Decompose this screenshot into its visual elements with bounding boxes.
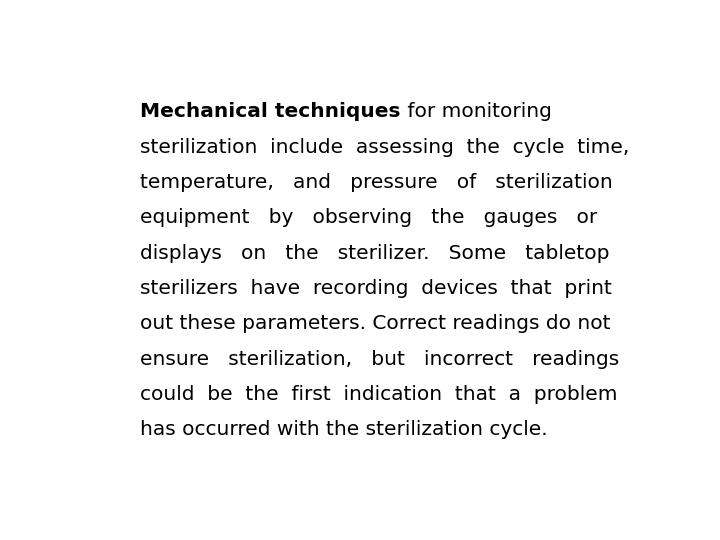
Text: Mechanical techniques: Mechanical techniques bbox=[140, 102, 401, 121]
Text: displays   on   the   sterilizer.   Some   tabletop: displays on the sterilizer. Some tableto… bbox=[140, 244, 610, 262]
Text: sterilization  include  assessing  the  cycle  time,: sterilization include assessing the cycl… bbox=[140, 138, 629, 157]
Text: sterilizers  have  recording  devices  that  print: sterilizers have recording devices that … bbox=[140, 279, 612, 298]
Text: ensure   sterilization,   but   incorrect   readings: ensure sterilization, but incorrect read… bbox=[140, 349, 619, 369]
Text: for monitoring: for monitoring bbox=[401, 102, 552, 121]
Text: has occurred with the sterilization cycle.: has occurred with the sterilization cycl… bbox=[140, 420, 548, 440]
Text: out these parameters. Correct readings do not: out these parameters. Correct readings d… bbox=[140, 314, 611, 333]
Text: could  be  the  first  indication  that  a  problem: could be the first indication that a pro… bbox=[140, 385, 618, 404]
Text: temperature,   and   pressure   of   sterilization: temperature, and pressure of sterilizati… bbox=[140, 173, 613, 192]
Text: equipment   by   observing   the   gauges   or: equipment by observing the gauges or bbox=[140, 208, 598, 227]
